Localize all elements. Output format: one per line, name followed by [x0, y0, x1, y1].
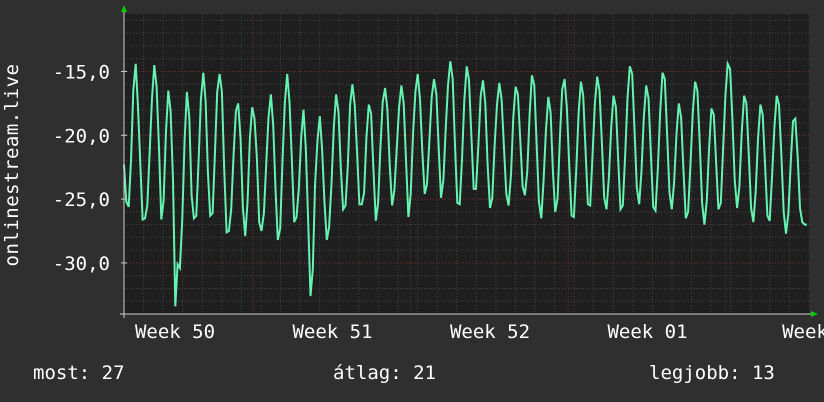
x-tick-label: Week 51 [292, 321, 372, 343]
x-axis-arrow-icon [811, 311, 818, 317]
x-tick-label: Week [782, 321, 824, 343]
series-line [123, 59, 807, 307]
major-grid [124, 14, 809, 314]
y-tick-label: -20,0 [53, 125, 110, 147]
x-axis-ticks: Week 50 Week 51 Week 52 Week 01 Week [135, 321, 824, 343]
plot-background [124, 14, 809, 314]
y-axis-arrow-icon [121, 5, 127, 12]
current-value: most: 27 [33, 362, 125, 384]
best-value: legjobb: 13 [649, 362, 775, 384]
x-tick-label: Week 01 [607, 321, 687, 343]
average-value: átlag: 21 [333, 362, 436, 384]
y-tick-label: -30,0 [53, 253, 110, 275]
x-tick-label: Week 50 [135, 321, 215, 343]
y-tick-label: -25,0 [53, 189, 110, 211]
y-tick-label: -15,0 [53, 61, 110, 83]
y-axis-label: onlinestream.live [1, 63, 23, 267]
x-tick-label: Week 52 [450, 321, 530, 343]
y-axis-ticks: -15,0 -20,0 -25,0 -30,0 [53, 61, 127, 275]
